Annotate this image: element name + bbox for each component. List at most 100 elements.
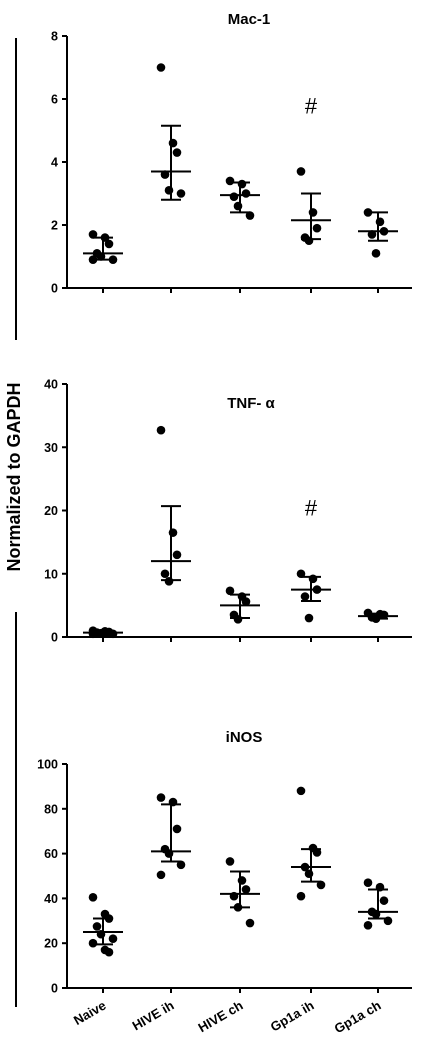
tnf-alpha-data-point bbox=[371, 614, 381, 623]
tnf-alpha-significance-mark: # bbox=[305, 495, 318, 520]
tnf-alpha-y-tick-label: 0 bbox=[51, 631, 58, 645]
mac1-y-tick-label: 0 bbox=[51, 282, 58, 296]
inos-data-point bbox=[363, 878, 373, 888]
mac1-data-point bbox=[375, 217, 385, 227]
inos-data-point bbox=[237, 876, 247, 885]
tnf-alpha-data-point bbox=[308, 574, 318, 584]
panel-title-mac1: Mac-1 bbox=[228, 11, 271, 28]
mac1-data-point bbox=[241, 189, 251, 198]
tnf-alpha-y-tick-label: 10 bbox=[44, 567, 58, 581]
inos-data-point bbox=[229, 891, 239, 901]
mac1-data-point bbox=[108, 255, 118, 264]
mac1-data-point bbox=[88, 230, 98, 239]
inos-data-point bbox=[300, 862, 310, 872]
tnf-alpha-data-point bbox=[88, 629, 98, 639]
panel-mac1: Mac-1 0 2 4 6 8 # bbox=[51, 11, 412, 296]
inos-data-point bbox=[316, 880, 326, 890]
mac1-data-point bbox=[296, 167, 306, 176]
mac1-data-point bbox=[308, 208, 318, 217]
panel-tnf-alpha: TNF- α 0 10 20 30 40 # bbox=[44, 378, 412, 645]
tnf-alpha-data-point bbox=[156, 425, 166, 435]
mac1-data-point bbox=[225, 176, 235, 186]
inos-data-point bbox=[383, 916, 393, 926]
mac1-data-point bbox=[237, 179, 247, 189]
tnf-alpha-data-point bbox=[233, 614, 243, 624]
tnf-alpha-data-point bbox=[164, 577, 174, 586]
tnf-alpha-data-point bbox=[312, 585, 322, 594]
panel-title-tnf-alpha: TNF- α bbox=[227, 395, 275, 412]
inos-data-point bbox=[108, 934, 118, 944]
inos-y-tick-label: 100 bbox=[37, 758, 58, 772]
inos-data-point bbox=[233, 903, 243, 912]
inos-data-point bbox=[176, 860, 186, 870]
inos-data-point bbox=[88, 938, 98, 948]
mac1-data-point bbox=[245, 211, 255, 220]
mac1-data-point bbox=[371, 249, 381, 258]
mac1-data-point bbox=[312, 223, 322, 233]
inos-data-point bbox=[312, 848, 322, 857]
inos-data-point bbox=[245, 918, 255, 928]
inos-data-point bbox=[375, 882, 385, 892]
tnf-alpha-y-tick-label: 30 bbox=[44, 441, 58, 455]
inos-data-point bbox=[241, 885, 251, 894]
inos-data-point bbox=[363, 920, 373, 930]
inos-data-point bbox=[304, 869, 314, 879]
inos-data-point bbox=[104, 914, 114, 923]
mac1-data-point bbox=[160, 170, 170, 179]
mac1-data-point bbox=[100, 233, 110, 242]
mac1-data-point bbox=[156, 63, 166, 72]
mac1-data-point bbox=[176, 189, 186, 198]
mac1-y-tick-label: 2 bbox=[51, 219, 58, 233]
inos-data-point bbox=[379, 896, 389, 905]
inos-data-point bbox=[92, 922, 102, 931]
mac1-data-point bbox=[363, 208, 373, 217]
tnf-alpha-data-point bbox=[300, 592, 310, 601]
tnf-alpha-data-point bbox=[160, 569, 170, 579]
inos-data-point bbox=[168, 797, 178, 807]
inos-data-point bbox=[371, 909, 381, 919]
x-category-label: HIVE ih bbox=[130, 998, 177, 1034]
mac1-y-tick-label: 4 bbox=[51, 156, 58, 170]
mac1-y-tick-label: 6 bbox=[51, 93, 58, 107]
mac1-data-point bbox=[172, 148, 182, 157]
tnf-alpha-data-point bbox=[379, 610, 389, 620]
inos-data-point bbox=[156, 870, 166, 880]
mac1-data-point bbox=[168, 138, 178, 148]
inos-y-tick-label: 0 bbox=[51, 982, 58, 996]
inos-data-point bbox=[96, 929, 106, 939]
panel-title-inos: iNOS bbox=[226, 729, 263, 746]
inos-y-tick-label: 40 bbox=[44, 892, 58, 906]
mac1-y-tick-label: 8 bbox=[51, 30, 58, 44]
x-category-label: HIVE ch bbox=[195, 998, 245, 1036]
mac1-data-point bbox=[96, 252, 106, 261]
inos-data-point bbox=[88, 892, 98, 902]
inos-data-point bbox=[156, 793, 166, 802]
tnf-alpha-data-point bbox=[225, 586, 235, 596]
tnf-alpha-data-point bbox=[108, 629, 118, 639]
inos-y-tick-label: 60 bbox=[44, 847, 58, 861]
mac1-data-point bbox=[164, 186, 174, 195]
mac1-data-point bbox=[229, 192, 239, 201]
inos-y-tick-label: 20 bbox=[44, 937, 58, 951]
inos-data-point bbox=[104, 947, 114, 957]
tnf-alpha-data-point bbox=[168, 528, 178, 537]
inos-data-point bbox=[296, 786, 306, 796]
tnf-alpha-data-point bbox=[296, 569, 306, 579]
tnf-alpha-y-tick-label: 20 bbox=[44, 504, 58, 518]
inos-data-point bbox=[296, 891, 306, 901]
x-category-label: Naive bbox=[71, 998, 109, 1028]
tnf-alpha-data-point bbox=[304, 613, 314, 623]
mac1-data-point bbox=[379, 227, 389, 236]
y-axis-label: Normalized to GAPDH bbox=[4, 382, 24, 571]
mac1-significance-mark: # bbox=[305, 93, 318, 118]
x-category-label: Gp1a ih bbox=[268, 998, 317, 1035]
x-axis-labels: Naive HIVE ih HIVE ch Gp1a ih Gp1a ch bbox=[71, 998, 384, 1037]
mac1-data-point bbox=[367, 230, 377, 239]
tnf-alpha-data-point bbox=[241, 597, 251, 606]
inos-data-point bbox=[225, 857, 235, 866]
inos-y-tick-label: 80 bbox=[44, 802, 58, 816]
inos-data-point bbox=[164, 849, 174, 858]
panel-inos: iNOS 0 20 40 60 80 100 bbox=[37, 729, 412, 996]
tnf-alpha-data-point bbox=[172, 550, 182, 560]
